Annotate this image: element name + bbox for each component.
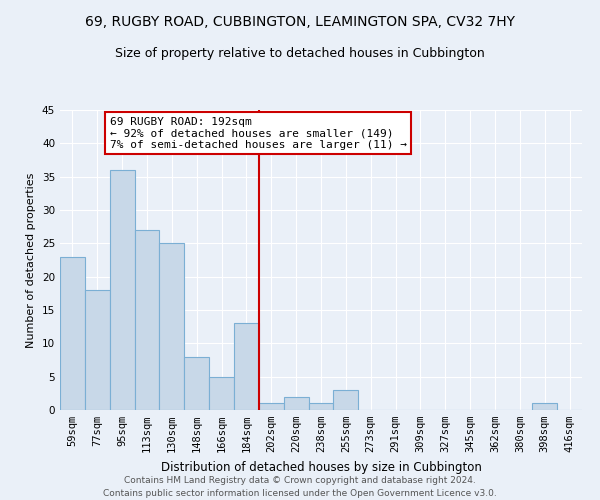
Text: 69 RUGBY ROAD: 192sqm
← 92% of detached houses are smaller (149)
7% of semi-deta: 69 RUGBY ROAD: 192sqm ← 92% of detached … — [110, 116, 407, 150]
Text: Contains HM Land Registry data © Crown copyright and database right 2024.
Contai: Contains HM Land Registry data © Crown c… — [103, 476, 497, 498]
Bar — [110, 170, 134, 410]
X-axis label: Distribution of detached houses by size in Cubbington: Distribution of detached houses by size … — [161, 460, 481, 473]
Bar — [234, 324, 259, 410]
Bar — [308, 404, 334, 410]
Text: Size of property relative to detached houses in Cubbington: Size of property relative to detached ho… — [115, 48, 485, 60]
Bar — [160, 244, 184, 410]
Bar — [60, 256, 85, 410]
Bar — [532, 404, 557, 410]
Text: 69, RUGBY ROAD, CUBBINGTON, LEAMINGTON SPA, CV32 7HY: 69, RUGBY ROAD, CUBBINGTON, LEAMINGTON S… — [85, 15, 515, 29]
Bar — [334, 390, 358, 410]
Bar — [259, 404, 284, 410]
Y-axis label: Number of detached properties: Number of detached properties — [26, 172, 37, 348]
Bar — [134, 230, 160, 410]
Bar — [284, 396, 308, 410]
Bar — [209, 376, 234, 410]
Bar — [184, 356, 209, 410]
Bar — [85, 290, 110, 410]
